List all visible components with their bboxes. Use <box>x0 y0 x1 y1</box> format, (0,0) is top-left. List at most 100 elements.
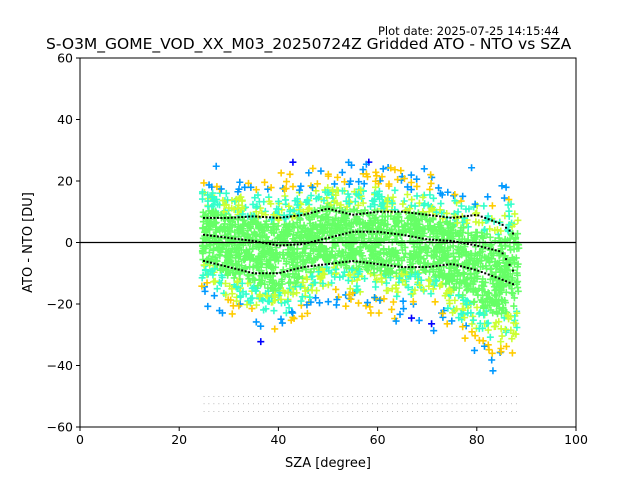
series-point <box>383 210 386 213</box>
scatter-point <box>238 279 246 287</box>
series-point <box>491 274 494 277</box>
scatter-point <box>266 275 274 283</box>
series-point <box>397 265 400 268</box>
scatter-point <box>297 182 305 190</box>
scatter-point <box>345 200 353 208</box>
scatter-point <box>513 324 521 332</box>
count-label: · <box>327 409 329 415</box>
count-label: · <box>436 401 438 407</box>
series-point <box>439 215 442 218</box>
series-point <box>286 215 289 218</box>
series-point <box>387 232 390 235</box>
scatter-point <box>284 288 292 296</box>
scatter-point <box>282 196 290 204</box>
scatter-point <box>507 246 515 254</box>
count-label: · <box>397 409 399 415</box>
scatter-point <box>289 252 297 260</box>
scatter-point <box>406 228 414 236</box>
scatter-point <box>237 193 245 201</box>
scatter-point <box>209 271 217 279</box>
count-annotations: · · · · · · · · · · · · · · · · · · · · · · · · · · · · · · · · · · · · · · · ·… <box>203 394 517 415</box>
scatter-point <box>408 196 416 204</box>
scatter-point <box>477 263 485 271</box>
scatter-point <box>394 223 402 231</box>
scatter-point <box>218 273 226 281</box>
scatter-point <box>434 258 442 266</box>
count-label: · <box>466 401 468 407</box>
scatter-point <box>437 267 445 275</box>
series-point <box>324 237 327 240</box>
scatter-point <box>205 181 213 189</box>
scatter-point <box>237 223 245 231</box>
scatter-point <box>502 326 510 334</box>
series-point <box>230 237 233 240</box>
scatter-point <box>236 240 244 248</box>
count-label: · <box>377 409 379 415</box>
scatter-point <box>248 305 256 313</box>
scatter-point <box>511 210 519 218</box>
scatter-point <box>479 304 487 312</box>
count-label: · <box>297 394 299 400</box>
series-point <box>216 235 219 238</box>
scatter-point <box>306 216 314 224</box>
count-label: · <box>511 409 513 415</box>
scatter-point <box>444 220 452 228</box>
scatter-point <box>341 214 349 222</box>
scatter-point <box>468 320 476 328</box>
count-label: · <box>273 409 275 415</box>
series-point <box>421 266 424 269</box>
series-point <box>334 209 337 212</box>
scatter-point <box>268 229 276 237</box>
series-point <box>275 272 278 275</box>
scatter-point <box>198 274 206 282</box>
series-point <box>234 237 237 240</box>
scatter-point <box>283 178 291 186</box>
scatter-point <box>425 276 433 284</box>
count-label: · <box>278 394 280 400</box>
series-point <box>407 235 410 238</box>
count-label: · <box>387 394 389 400</box>
scatter-point <box>213 285 221 293</box>
scatter-point <box>512 254 520 262</box>
series-point <box>501 278 504 281</box>
count-label: · <box>357 394 359 400</box>
count-label: · <box>471 409 473 415</box>
y-tick-label: 60 <box>57 51 73 66</box>
scatter-point <box>361 206 369 214</box>
scatter-point <box>473 275 481 283</box>
scatter-point <box>483 230 491 238</box>
scatter-point <box>248 284 256 292</box>
scatter-point <box>510 294 518 302</box>
scatter-point <box>378 212 386 220</box>
scatter-point <box>415 316 423 324</box>
scatter-point <box>416 281 424 289</box>
scatter-point <box>255 198 263 206</box>
count-label: · <box>382 409 384 415</box>
scatter-point <box>294 274 302 282</box>
scatter-point <box>298 293 306 301</box>
scatter-point <box>236 269 244 277</box>
count-label: · <box>213 394 215 400</box>
count-label: · <box>461 394 463 400</box>
scatter-point <box>288 308 296 316</box>
series-point <box>484 216 487 219</box>
series-point <box>223 265 226 268</box>
scatter-point <box>484 326 492 334</box>
series-point <box>216 263 219 266</box>
scatter-point <box>395 274 403 282</box>
scatter-point <box>252 301 260 309</box>
series-point <box>397 233 400 236</box>
scatter-point <box>473 232 481 240</box>
scatter-point <box>320 270 328 278</box>
scatter-point <box>248 254 256 262</box>
scatter-point <box>239 255 247 263</box>
series-point <box>369 211 372 214</box>
series-point <box>272 216 275 219</box>
scatter-point <box>401 249 409 257</box>
scatter-point <box>488 202 496 210</box>
scatter-point <box>457 310 465 318</box>
series-point <box>404 211 407 214</box>
scatter-point <box>265 297 273 305</box>
scatter-point <box>345 291 353 299</box>
scatter-point <box>437 200 445 208</box>
